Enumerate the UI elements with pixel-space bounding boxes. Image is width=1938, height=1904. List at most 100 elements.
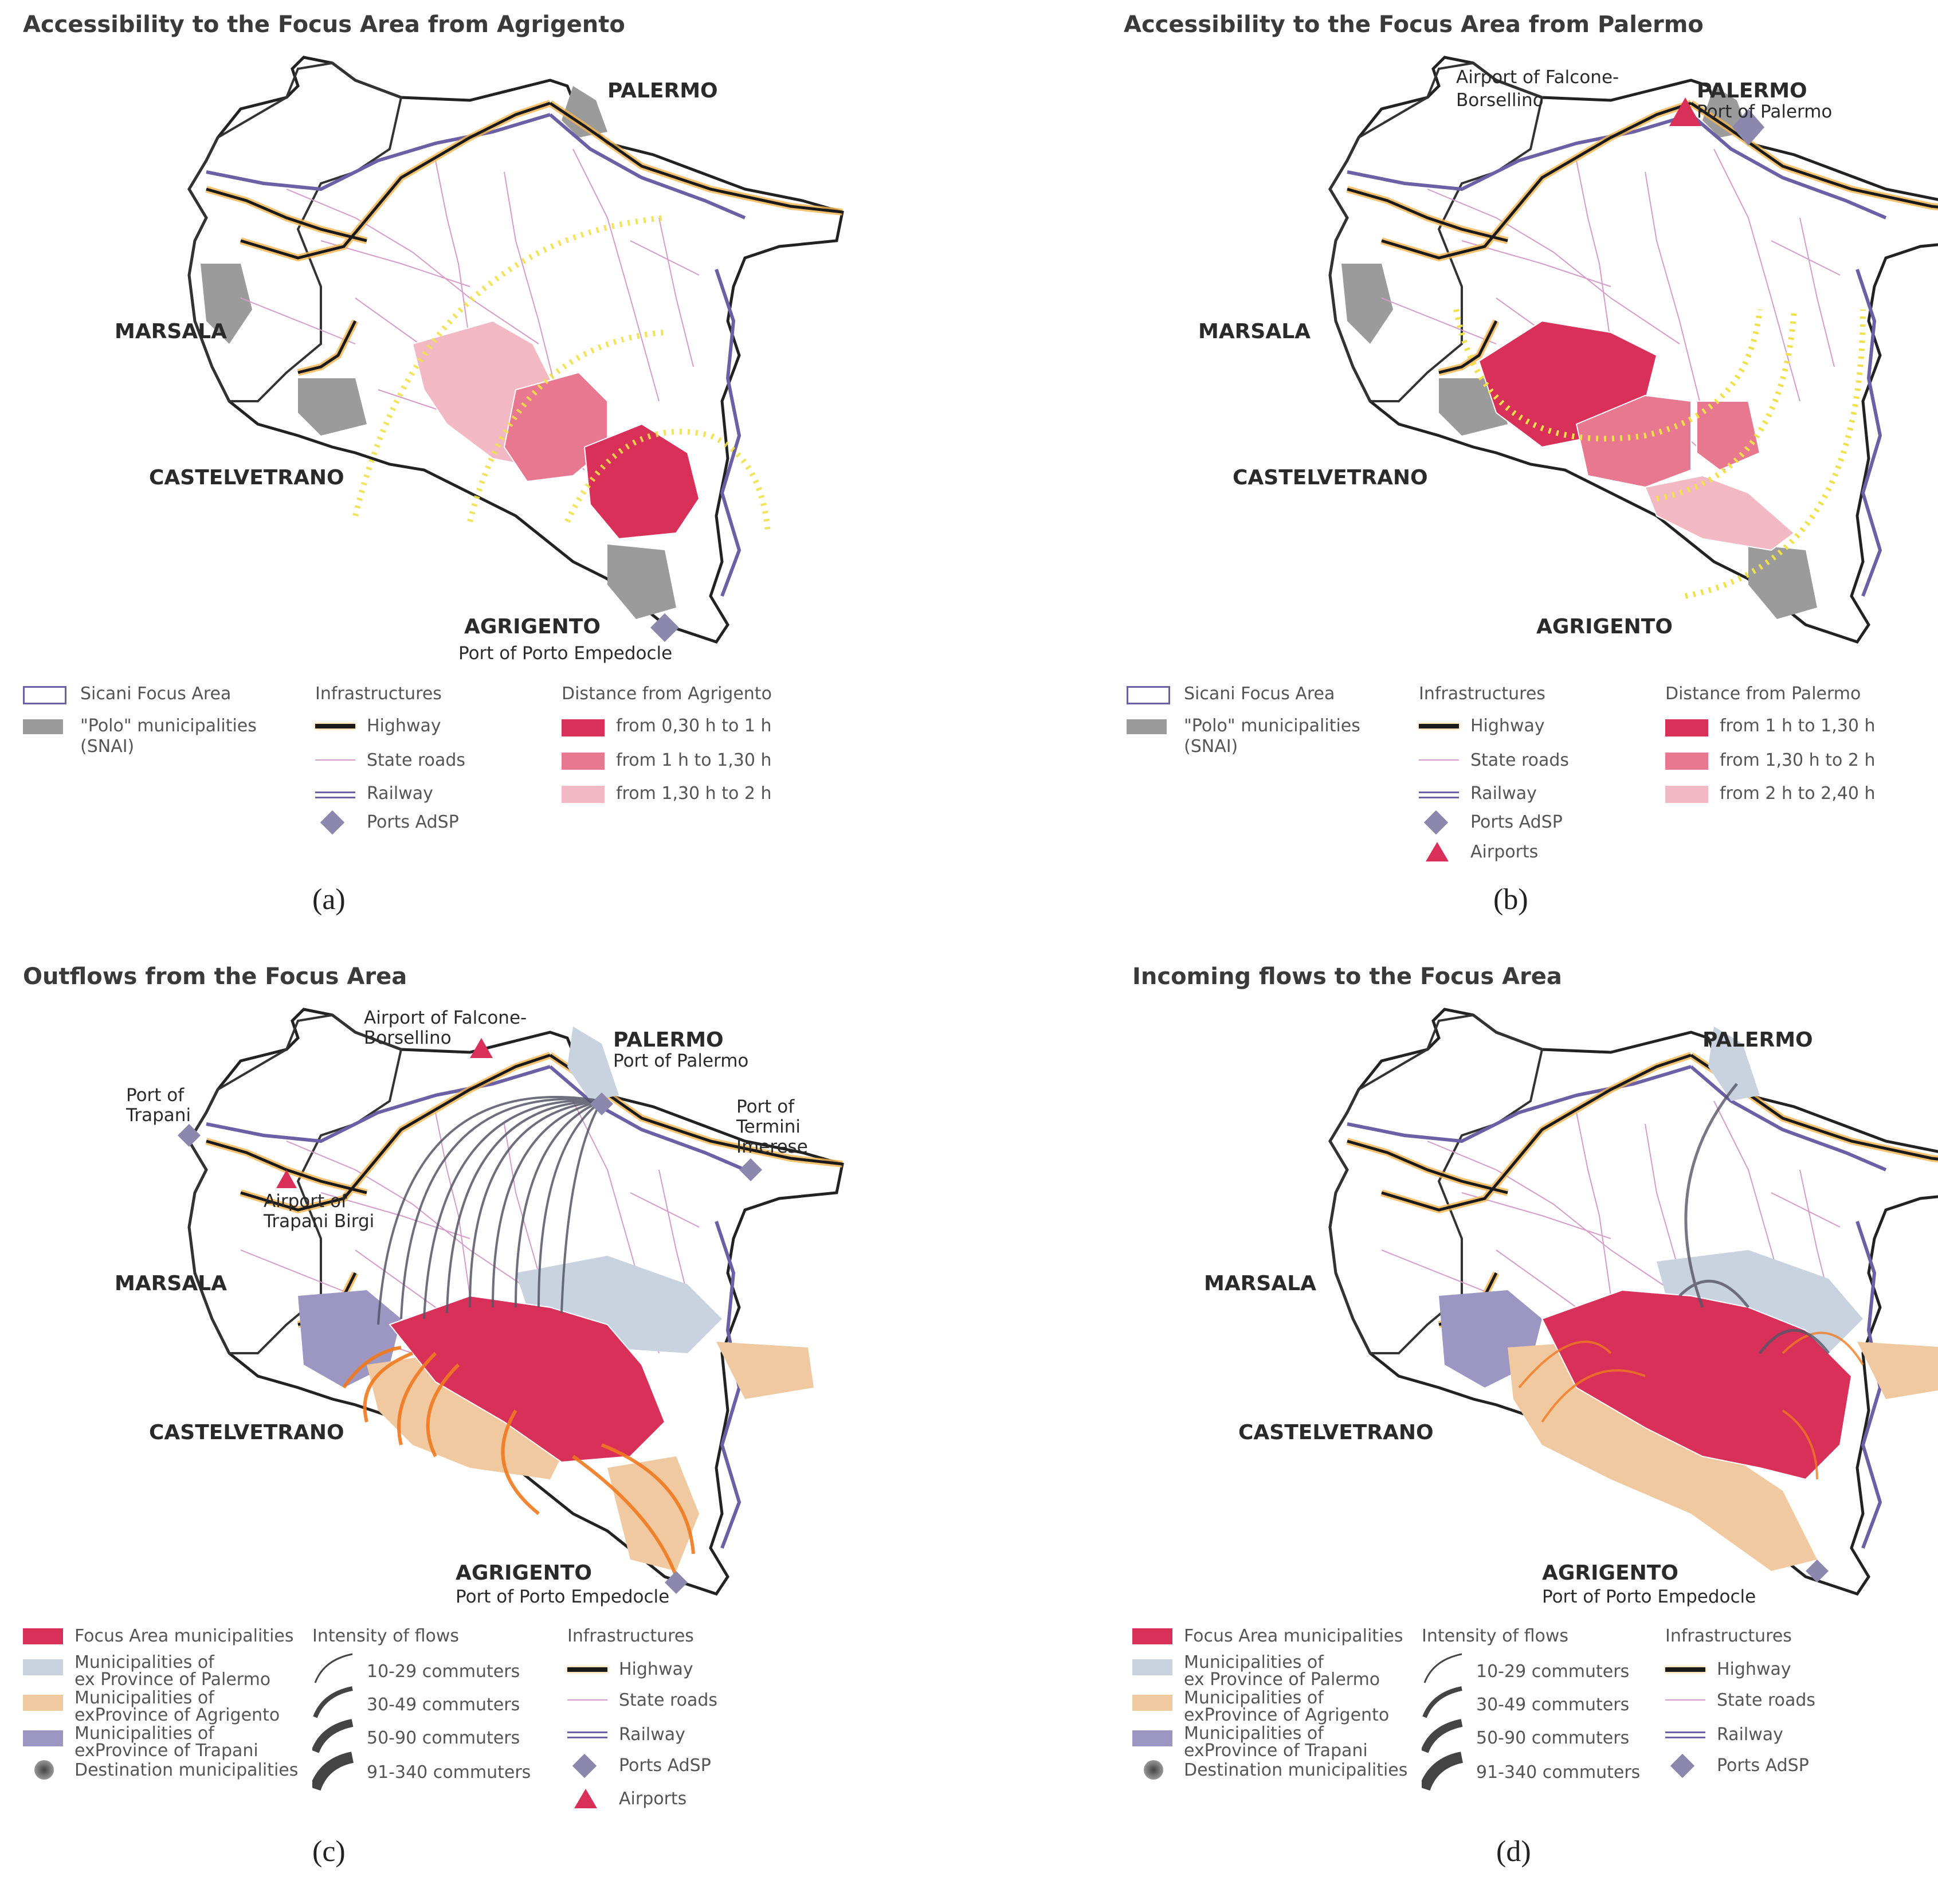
city-agrigento: AGRIGENTO [1542, 1561, 1678, 1585]
port-diamond [1806, 1560, 1829, 1582]
legend-tp-1: Municipalities of [1184, 1723, 1324, 1744]
legend-d2: from 1 h to 1,30 h [616, 750, 772, 770]
city-marsala: MARSALA [115, 320, 227, 343]
legend-ag-1: Municipalities of [1184, 1688, 1324, 1708]
legend-focus: Focus Area municipalities [1184, 1626, 1403, 1646]
map-incoming: PALERMO MARSALA CASTELVETRANO AGRIGENTO … [1204, 952, 1938, 1607]
panel-c: Outflows from the Focus Area PALERMO [0, 952, 969, 1904]
port-trapani-1: Port of [126, 1085, 185, 1106]
port-termini-2: Termini [736, 1116, 801, 1137]
city-palermo: PALERMO [1697, 79, 1807, 103]
legend-tp-1: Municipalities of [74, 1723, 214, 1744]
airport-palermo [470, 1038, 493, 1058]
port-termini-3: Imerese [736, 1137, 808, 1157]
city-marsala: MARSALA [115, 1272, 227, 1295]
legend: Sicani Focus Area "Polo" municipalities … [1127, 679, 1929, 874]
legend-d3: from 1,30 h to 2 h [616, 783, 772, 804]
port-termini-1: Port of [736, 1096, 795, 1117]
panel-d: Incoming flows to the Focus Area PALERMO… [969, 952, 1938, 1904]
agrigento-province [367, 1353, 573, 1479]
port-name: Port of Porto Empedocle [456, 1586, 669, 1607]
legend-polo: "Polo" municipalities [80, 716, 257, 736]
city-agrigento: AGRIGENTO [1536, 615, 1673, 638]
legend-pa-1: Municipalities of [1184, 1652, 1324, 1672]
legend-infra-title: Infrastructures [315, 684, 442, 704]
city-marsala: MARSALA [1198, 320, 1311, 343]
airport-name-1: Airport of Falcone- [1456, 67, 1619, 88]
legend-railway: Railway [1470, 783, 1537, 804]
city-palermo: PALERMO [607, 79, 718, 103]
legend-polo-snai: (SNAI) [1184, 736, 1238, 757]
port-name: Port of Porto Empedocle [458, 643, 672, 664]
legend-d1: from 1 h to 1,30 h [1720, 716, 1876, 736]
airport-name-2: Borsellino [364, 1028, 452, 1048]
isochrone-2-40h [1685, 309, 1866, 599]
city-castelvetrano: CASTELVETRANO [149, 466, 344, 489]
legend-flow-1: 10-29 commuters [1476, 1662, 1630, 1682]
legend-flow-4: 91-340 commuters [367, 1762, 531, 1782]
legend-d2: from 1,30 h to 2 h [1720, 750, 1876, 770]
port-diamond [650, 613, 679, 642]
legend: Sicani Focus Area "Polo" municipalities … [23, 679, 940, 851]
legend-flow-2: 30-49 commuters [367, 1695, 520, 1715]
airport-name-1: Airport of Falcone- [364, 1008, 527, 1028]
city-marsala: MARSALA [1204, 1272, 1316, 1295]
port-diamond [1732, 109, 1764, 146]
flows-grey [1678, 1083, 1830, 1354]
focus-mid [1575, 394, 1692, 488]
trapani-province [298, 1290, 401, 1388]
legend-ports: Ports AdSP [1470, 812, 1563, 832]
city-palermo: PALERMO [613, 1028, 724, 1052]
legend-highway: Highway [367, 716, 441, 736]
panel-title: Outflows from the Focus Area [23, 963, 407, 990]
legend-d1: from 0,30 h to 1 h [616, 716, 772, 736]
panel-title: Accessibility to the Focus Area from Pal… [1124, 11, 1704, 38]
map-agrigento-accessibility: PALERMO MARSALA CASTELVETRANO AGRIGENTO … [115, 0, 969, 664]
port-palermo: Port of Palermo [613, 1051, 748, 1071]
legend-highway: Highway [619, 1659, 693, 1679]
panel-title: Accessibility to the Focus Area from Agr… [23, 11, 625, 38]
legend-state-roads: State roads [1717, 1690, 1816, 1710]
legend-flow-1: 10-29 commuters [367, 1662, 520, 1682]
airport-name-2: Borsellino [1456, 90, 1544, 111]
legend-state-roads: State roads [619, 1690, 718, 1710]
legend-ports: Ports AdSP [1717, 1756, 1809, 1776]
panel-label: (d) [1496, 1835, 1531, 1868]
legend-pa-2: ex Province of Palermo [74, 1670, 271, 1690]
airport-triangle [1669, 97, 1701, 126]
panel-title: Incoming flows to the Focus Area [1132, 963, 1562, 990]
legend-focus: Sicani Focus Area [1184, 684, 1335, 704]
city-agrigento: AGRIGENTO [464, 615, 601, 638]
map-outflows: PALERMO Port of Palermo Airport of Falco… [115, 1008, 969, 1607]
airport-birgi-1: Airport of [264, 1191, 348, 1212]
panel-label: (c) [312, 1835, 346, 1868]
city-castelvetrano: CASTELVETRANO [1233, 466, 1428, 489]
polo-palermo [562, 86, 607, 138]
legend-tp-2: exProvince of Trapani [1184, 1741, 1368, 1761]
palermo-province [567, 1027, 619, 1101]
focus-far [1644, 475, 1795, 551]
legend-pa-2: ex Province of Palermo [1184, 1670, 1380, 1690]
port-name: Port of Porto Empedocle [1542, 1586, 1756, 1607]
legend-ag-1: Municipalities of [74, 1688, 214, 1708]
panel-label: (a) [312, 883, 346, 916]
legend-distance-title: Distance from Agrigento [562, 684, 772, 704]
legend-destination: Destination municipalities [74, 1760, 299, 1780]
legend-flow-4: 91-340 commuters [1476, 1762, 1641, 1782]
legend-state-roads: State roads [1470, 750, 1570, 770]
legend-state-roads: State roads [367, 750, 466, 770]
legend-ports: Ports AdSP [619, 1756, 711, 1776]
legend-railway: Railway [367, 783, 433, 804]
panel-b: Accessibility to the Focus Area from Pal… [969, 0, 1938, 952]
panel-label: (b) [1493, 883, 1528, 916]
airport-birgi-2: Trapani Birgi [263, 1211, 374, 1232]
city-castelvetrano: CASTELVETRANO [149, 1421, 344, 1444]
city-agrigento: AGRIGENTO [456, 1561, 592, 1585]
legend-polo-snai: (SNAI) [80, 736, 135, 757]
legend-d3: from 2 h to 2,40 h [1720, 783, 1876, 804]
city-castelvetrano: CASTELVETRANO [1238, 1421, 1434, 1444]
port-trapani-2: Trapani [125, 1105, 191, 1126]
focus-near [583, 423, 700, 540]
panel-a: Accessibility to the Focus Area from Agr… [0, 0, 969, 952]
polo-agrigento [607, 544, 676, 619]
